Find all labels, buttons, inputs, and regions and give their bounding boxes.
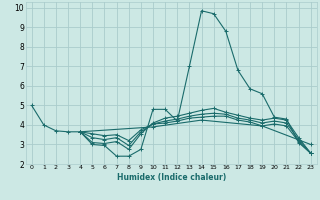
X-axis label: Humidex (Indice chaleur): Humidex (Indice chaleur) bbox=[116, 173, 226, 182]
